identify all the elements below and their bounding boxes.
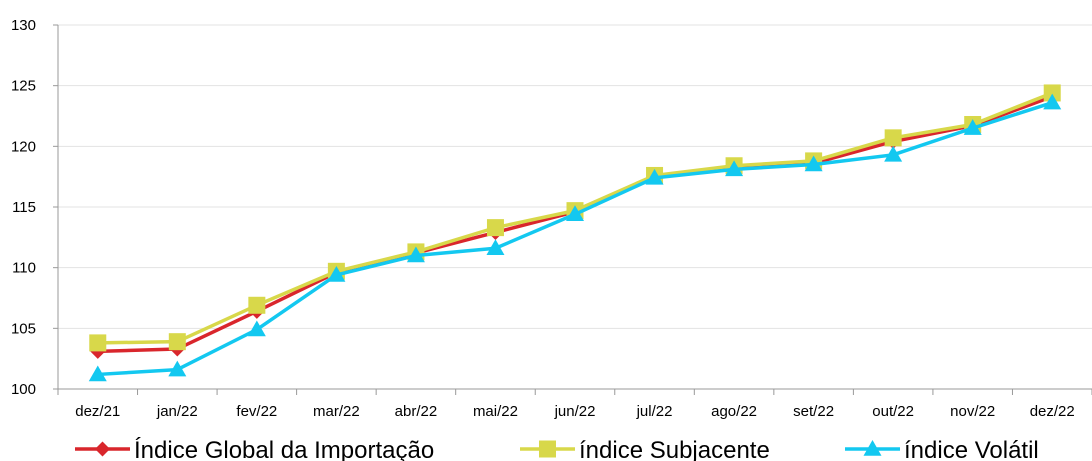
axes [53,24,1092,395]
series-point [963,119,982,135]
series-point [1043,84,1061,102]
y-tick-label: 100 [11,381,36,398]
series-point [804,155,823,172]
grid-lines [58,24,1092,329]
legend-label: Índice Global da Importação [134,437,434,461]
series-point [1043,93,1062,110]
y-tick-label: 130 [11,17,36,34]
y-tick-label: 125 [11,78,36,95]
y-tick-label: 115 [12,199,36,216]
x-tick-label: out/22 [872,403,914,420]
legend-item-0: Índice Global da Importação [75,437,434,461]
x-tick-label: dez/21 [75,403,120,420]
series-point [89,334,107,352]
legend: Índice Global da Importação índice Subjac… [75,437,1039,461]
legend-swatch-marker [95,441,110,457]
legend-swatch-marker [539,440,556,458]
legend-item-2: índice Volátil [845,437,1039,461]
y-tick-label: 120 [11,138,36,155]
series-point [406,246,425,263]
series-point [645,168,664,185]
legend-label: índice Volátil [904,437,1039,461]
series-2 [88,93,1062,382]
x-tick-label: jan/22 [156,403,198,420]
y-axis-ticks: 100 105 110 115 120 125 130 [11,17,36,398]
series-point [566,205,584,222]
series-point [486,219,504,237]
legend-swatch-marker [863,440,882,456]
series-group [88,84,1062,382]
x-tick-label: fev/22 [236,403,277,420]
x-tick-label: jun/22 [554,403,596,420]
x-tick-label: mar/22 [313,403,360,420]
series-point [725,160,744,177]
x-tick-label: abr/22 [395,403,438,420]
x-tick-label: set/22 [793,403,834,420]
series-line [97,100,1053,377]
series-0 [90,89,1060,359]
y-tick-label: 105 [11,320,36,337]
series-point [88,365,107,382]
series-point [486,239,505,256]
x-tick-label: nov/22 [950,403,995,420]
x-tick-label: ago/22 [711,403,757,420]
legend-label: índice Subjacente [579,437,770,461]
series-point [327,265,346,282]
x-tick-label: jul/22 [636,403,673,420]
series-point [168,360,187,377]
series-point [248,296,266,314]
series-point [168,333,186,351]
x-tick-label: mai/22 [473,403,518,420]
series-point [884,145,903,162]
y-tick-label: 110 [12,260,36,277]
series-point [884,129,902,147]
series-point [247,320,266,337]
legend-item-1: índice Subjacente [520,437,770,461]
x-axis-ticks: dez/21 jan/22 fev/22 mar/22 abr/22 mai/22 jun/… [75,403,1075,420]
x-tick-label: dez/22 [1030,403,1075,420]
